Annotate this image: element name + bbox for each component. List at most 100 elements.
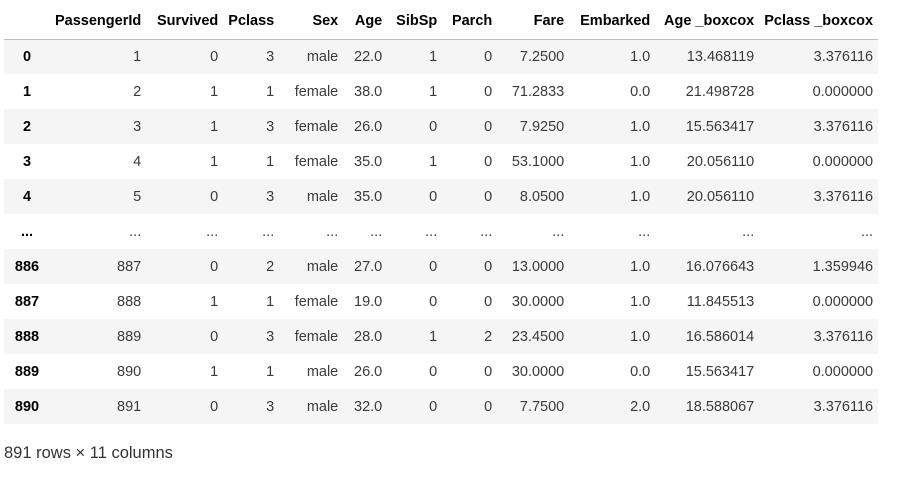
cell-age-boxcox: 16.586014 xyxy=(685,328,755,345)
cell-sibsp: 0 xyxy=(429,188,438,205)
cell-parch: 0 xyxy=(484,118,493,135)
row-index: 886 xyxy=(14,258,40,275)
cell-age: 26.0 xyxy=(354,363,383,380)
cell-sex: male xyxy=(306,363,339,380)
cell-survived: 0 xyxy=(210,48,219,65)
cell-embarked: 1.0 xyxy=(630,188,651,205)
cell-age-boxcox: 20.056110 xyxy=(686,153,755,170)
cell-survived: 1 xyxy=(210,83,219,100)
cell-passengerid: 3 xyxy=(133,118,142,135)
cell-embarked: 0.0 xyxy=(630,83,651,100)
cell-age-boxcox: 11.845513 xyxy=(686,293,755,310)
cell-sex: female xyxy=(294,293,339,310)
cell-sex: female xyxy=(294,83,339,100)
table-row: 0 1 0 3 male 22.0 1 0 7.2500 1.0 13.468119 3.376116 xyxy=(4,39,879,74)
cell-pclass-boxcox: 0.000000 xyxy=(812,293,874,310)
cell-pclass-boxcox: 3.376116 xyxy=(813,398,874,415)
cell-sex: male xyxy=(306,258,339,275)
table-row: 888 889 0 3 female 28.0 1 2 23.4500 1.0 16.586014 3… xyxy=(4,319,879,354)
row-index: 889 xyxy=(14,363,40,380)
row-index: 890 xyxy=(14,398,40,415)
cell-pclass-boxcox: ... xyxy=(860,223,874,240)
table-row: 887 888 1 1 female 19.0 0 0 30.0000 1.0 11.845513 0… xyxy=(4,284,879,319)
row-index: 1 xyxy=(22,83,32,100)
cell-pclass: 3 xyxy=(266,48,275,65)
dataframe-shape-note: 891 rows × 11 columns xyxy=(4,444,173,462)
cell-sibsp: 0 xyxy=(429,293,438,310)
table-row: 1 2 1 1 female 38.0 1 0 71.2833 0.0 21.498728 0.000… xyxy=(4,74,879,109)
cell-pclass-boxcox: 3.376116 xyxy=(813,188,874,205)
cell-parch: 0 xyxy=(484,48,493,65)
cell-age: 27.0 xyxy=(354,258,383,275)
cell-parch: 0 xyxy=(484,293,493,310)
cell-pclass-boxcox: 0.000000 xyxy=(812,153,874,170)
table-row: .................................... xyxy=(4,214,879,249)
cell-age: 35.0 xyxy=(354,153,383,170)
cell-age: 22.0 xyxy=(354,48,383,65)
column-header-sex: Sex xyxy=(279,4,344,40)
cell-embarked: 1.0 xyxy=(630,48,651,65)
cell-pclass: 1 xyxy=(266,293,275,310)
column-header-passengerid: PassengerId xyxy=(50,4,147,40)
cell-survived: 1 xyxy=(210,153,219,170)
cell-pclass: 2 xyxy=(266,258,275,275)
column-header-embarked: Embarked xyxy=(569,4,656,40)
cell-pclass-boxcox: 1.359946 xyxy=(812,258,874,275)
cell-age: 35.0 xyxy=(354,188,383,205)
cell-pclass: 3 xyxy=(266,328,275,345)
cell-fare: ... xyxy=(552,223,565,240)
row-index: 888 xyxy=(14,328,40,345)
column-header-sibsp: SibSp xyxy=(387,4,443,40)
cell-embarked: 1.0 xyxy=(630,328,651,345)
table-row: 2 3 1 3 female 26.0 0 0 7.9250 1.0 15.563417 3.3761… xyxy=(4,109,879,144)
cell-age-boxcox: 16.076643 xyxy=(685,258,755,275)
cell-sex: male xyxy=(306,398,339,415)
cell-age-boxcox: 15.563417 xyxy=(685,118,755,135)
cell-sibsp: 1 xyxy=(429,83,438,100)
cell-sibsp: 0 xyxy=(429,398,438,415)
cell-embarked: 1.0 xyxy=(630,153,651,170)
cell-sibsp: ... xyxy=(425,223,438,240)
cell-age: 19.0 xyxy=(354,293,383,310)
cell-sibsp: 0 xyxy=(429,258,438,275)
cell-embarked: 0.0 xyxy=(630,363,651,380)
table-row: 4 5 0 3 male 35.0 0 0 8.0500 1.0 20.056110 3.376116 xyxy=(4,179,879,214)
cell-sex: female xyxy=(294,328,339,345)
column-header-parch: Parch xyxy=(442,4,498,40)
cell-fare: 71.2833 xyxy=(511,83,565,100)
table-row: 890 891 0 3 male 32.0 0 0 7.7500 2.0 18.588067 3.37… xyxy=(4,389,879,424)
dataframe-table: PassengerId Survived Pclass Sex Age SibS… xyxy=(4,4,879,424)
cell-fare: 13.0000 xyxy=(511,258,565,275)
cell-age-boxcox: 18.588067 xyxy=(685,398,755,415)
cell-embarked: 1.0 xyxy=(630,118,651,135)
cell-fare: 30.0000 xyxy=(511,293,565,310)
cell-pclass-boxcox: 3.376116 xyxy=(813,118,874,135)
cell-survived: ... xyxy=(206,223,219,240)
cell-sibsp: 0 xyxy=(429,118,438,135)
cell-fare: 30.0000 xyxy=(511,363,565,380)
cell-survived: 1 xyxy=(210,363,219,380)
cell-sex: male xyxy=(306,188,339,205)
cell-parch: ... xyxy=(480,223,493,240)
column-header-survived: Survived xyxy=(146,4,224,40)
cell-survived: 1 xyxy=(210,293,219,310)
cell-survived: 0 xyxy=(210,188,219,205)
cell-passengerid: 889 xyxy=(117,328,142,345)
row-index: ... xyxy=(20,223,34,240)
cell-parch: 2 xyxy=(484,328,493,345)
cell-sex: male xyxy=(306,48,339,65)
cell-pclass: 1 xyxy=(266,363,275,380)
cell-age-boxcox: 15.563417 xyxy=(685,363,755,380)
cell-parch: 0 xyxy=(484,398,493,415)
cell-fare: 53.1000 xyxy=(511,153,565,170)
cell-sibsp: 1 xyxy=(429,48,438,65)
cell-age: 32.0 xyxy=(354,398,383,415)
cell-pclass-boxcox: 3.376116 xyxy=(813,48,874,65)
cell-fare: 23.4500 xyxy=(511,328,565,345)
cell-survived: 0 xyxy=(210,258,219,275)
cell-passengerid: 887 xyxy=(117,258,142,275)
column-header-fare: Fare xyxy=(497,4,570,40)
cell-embarked: 1.0 xyxy=(630,293,651,310)
dataframe-output: PassengerId Survived Pclass Sex Age SibS… xyxy=(4,4,879,424)
cell-sibsp: 1 xyxy=(429,328,438,345)
